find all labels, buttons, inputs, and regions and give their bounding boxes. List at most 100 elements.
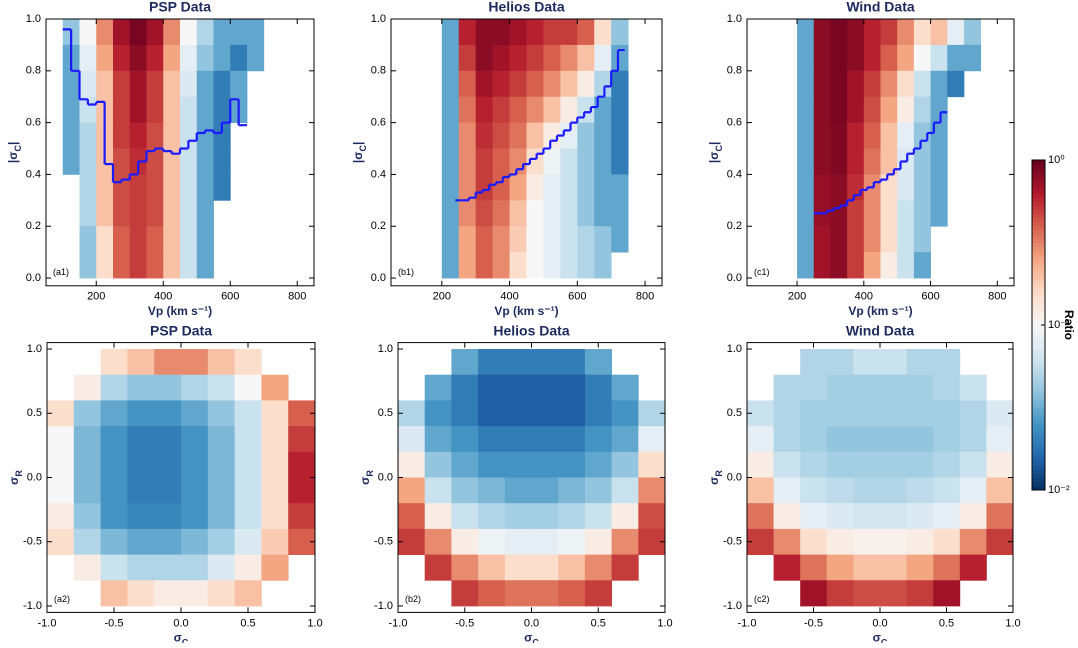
heat-cell <box>127 580 155 607</box>
heat-cell <box>458 226 477 253</box>
heat-cell <box>492 19 510 46</box>
heat-cell <box>797 122 815 149</box>
label-part: |σ <box>6 152 20 164</box>
heat-cell <box>47 451 75 478</box>
heat-cell <box>638 426 665 453</box>
colorbar-swatch <box>1032 250 1045 256</box>
heat-cell <box>560 96 578 124</box>
heat-cell <box>146 44 164 72</box>
heat-cell <box>154 477 182 504</box>
heat-cell <box>584 426 612 453</box>
heat-cell <box>451 580 479 607</box>
heat-cell <box>933 503 961 530</box>
heat-cell <box>62 96 80 124</box>
heat-cell <box>880 503 907 530</box>
heat-cell <box>129 174 147 201</box>
heat-cell <box>478 426 506 453</box>
x-tick-label: 0.5 <box>240 617 255 629</box>
label-part: C <box>358 145 368 152</box>
heat-cell <box>180 96 198 124</box>
colorbar-swatch <box>1032 399 1045 404</box>
heat-cell <box>913 174 931 201</box>
heat-cell <box>127 503 155 530</box>
heat-cell <box>196 148 214 175</box>
heat-cell <box>880 554 907 581</box>
heat-cell <box>880 19 898 46</box>
heat-cell <box>813 226 831 253</box>
heat-cell <box>577 122 595 149</box>
heat-cell <box>594 174 612 201</box>
heat-cell <box>504 503 532 530</box>
heat-cell <box>504 554 532 581</box>
x-tick-label: -1.0 <box>738 617 757 629</box>
heat-cell <box>163 44 181 72</box>
chart-title: Helios Data <box>488 0 564 15</box>
label-part: C <box>532 638 539 643</box>
colorbar-swatch <box>1032 304 1045 309</box>
colorbar-swatch <box>1032 300 1045 305</box>
colorbar-swatch <box>1032 411 1045 417</box>
heat-cell <box>96 200 114 227</box>
chart-title: PSP Data <box>150 322 212 338</box>
heat-cell <box>826 349 854 376</box>
y-tick-label: 0.0 <box>26 272 41 284</box>
colorbar-swatch <box>1032 263 1045 268</box>
heat-cell <box>847 122 865 149</box>
colorbar-swatch <box>1032 465 1045 470</box>
heat-cell <box>127 554 155 581</box>
heat-cell <box>129 226 147 253</box>
heat-cell <box>800 349 828 376</box>
heat-cell <box>180 122 198 149</box>
heat-cell <box>79 19 97 46</box>
heat-cell <box>963 44 982 72</box>
heat-cell <box>181 554 209 581</box>
heat-cell <box>880 580 907 607</box>
heat-cell <box>773 451 801 478</box>
heat-cell <box>234 426 262 453</box>
colorbar-tick-label: 10⁻¹ <box>1048 319 1070 331</box>
heat-cell <box>288 426 315 453</box>
label-part: Vp (km s⁻¹) <box>494 304 558 318</box>
heat-cell <box>478 528 506 555</box>
heat-cell <box>509 122 527 149</box>
heat-cell <box>261 451 289 478</box>
heat-cell <box>180 148 198 175</box>
heat-cell <box>113 44 131 72</box>
heat-cell <box>933 580 961 607</box>
heat-cell <box>913 96 931 124</box>
heat-cell <box>543 122 561 149</box>
x-tick-label: 600 <box>221 291 239 303</box>
heat-cell <box>611 19 629 46</box>
y-tick-label: 1.0 <box>27 343 42 355</box>
heat-cell <box>492 226 510 253</box>
y-tick-label: 0.0 <box>27 471 42 483</box>
heat-cell <box>543 44 561 72</box>
label-part: σ <box>524 631 532 643</box>
colorbar-swatch <box>1032 477 1045 483</box>
heat-cell <box>127 528 155 555</box>
heat-cell <box>826 400 854 427</box>
heat-cell <box>773 374 801 401</box>
y-tick-label: 0.6 <box>371 117 386 129</box>
heat-cell <box>560 148 578 175</box>
heat-cell <box>475 44 494 72</box>
heat-cell <box>492 70 510 98</box>
heat-cell <box>424 451 452 478</box>
colorbar-swatch <box>1032 287 1045 293</box>
heat-cell <box>638 451 665 478</box>
heat-cell <box>458 174 477 201</box>
heat-cell <box>451 554 479 581</box>
heat-cell <box>560 174 578 201</box>
heat-cell <box>526 70 544 98</box>
heat-cell <box>830 19 848 46</box>
colorbar-swatch <box>1032 267 1045 272</box>
heat-cell <box>73 400 101 427</box>
heat-cell <box>558 451 586 478</box>
heat-cell <box>441 70 460 98</box>
heat-cell <box>458 148 477 175</box>
heat-cell <box>73 374 101 401</box>
heat-cell <box>129 200 147 227</box>
heat-cell <box>531 426 559 453</box>
heat-cell <box>986 426 1013 453</box>
